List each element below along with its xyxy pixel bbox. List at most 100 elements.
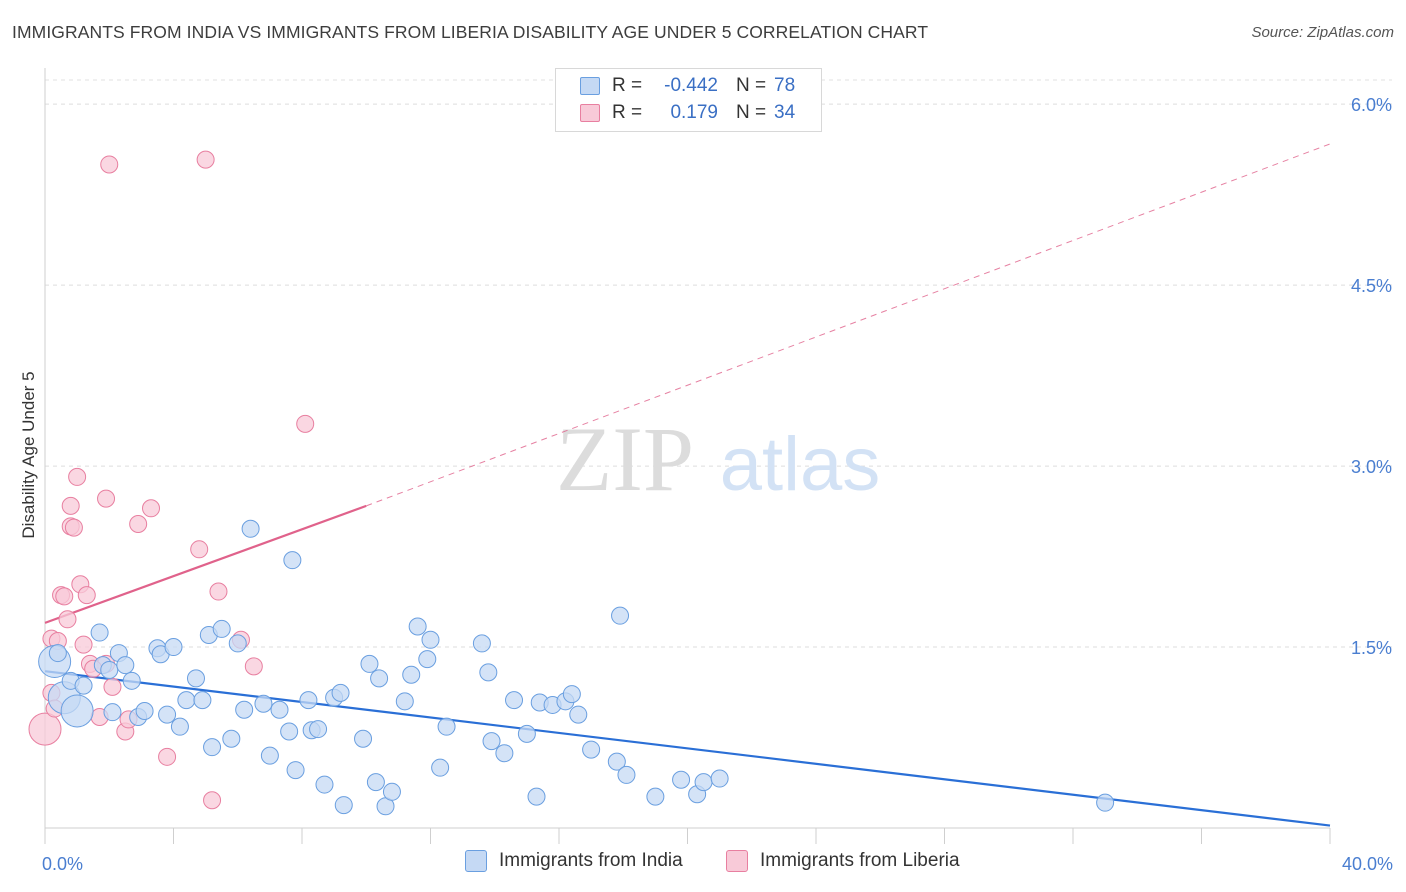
liberia-point [103,677,122,696]
india-point [421,630,440,649]
india-point [241,519,260,538]
india-point [260,746,279,765]
liberia-point [244,657,263,676]
liberia-point [77,586,96,605]
liberia-point [61,496,80,515]
liberia-point [203,791,222,810]
india-point [611,606,630,625]
india-point [135,701,154,720]
liberia-point [196,150,215,169]
liberia-point [55,587,74,606]
india-point [482,732,501,751]
india-point [90,623,109,642]
legend-liberia-n-label: N = [736,102,767,123]
india-point [100,660,119,679]
india-point [370,669,389,688]
india-point [235,700,254,719]
india-point [672,770,691,789]
india-point [366,773,385,792]
india-point [607,752,626,771]
liberia-point [64,518,83,537]
india-point [103,703,122,722]
x-tick-label: 0.0% [42,854,83,874]
india-point [60,694,94,728]
india-point [334,796,353,815]
x-tick-label: 40.0% [1342,854,1393,874]
y-axis-label: Disability Age Under 5 [19,371,38,538]
gridlines [45,79,1392,648]
india-point [408,617,427,636]
india-point [617,765,636,784]
india-point [562,685,581,704]
legend-row-india: R = -0.442 N = 78 [580,74,795,98]
india-point [569,705,588,724]
india-point [495,744,514,763]
liberia-point [158,747,177,766]
india-point [437,717,456,736]
india-point [309,720,328,739]
source-label: Source: ZipAtlas.com [1251,24,1394,41]
india-point [710,769,729,788]
india-point [315,775,334,794]
liberia-point [74,635,93,654]
india-point [222,729,241,748]
liberia-point [296,414,315,433]
india-point [646,787,665,806]
india-point [122,671,141,690]
liberia-point [129,514,148,533]
legend-liberia-r-value: 0.179 [670,102,718,123]
liberia-point [68,467,87,486]
bottom-legend-india[interactable]: Immigrants from India [465,850,683,872]
axes [44,68,1331,844]
india-point [395,692,414,711]
india-trendline [44,670,1331,827]
legend-india-r-value: -0.442 [664,75,718,96]
india-point [212,619,231,638]
liberia-point [209,582,228,601]
india-point [228,634,247,653]
india-point [382,782,401,801]
india-point [331,683,350,702]
india-point [74,676,93,695]
india-point [164,638,183,657]
liberia-point [28,712,62,746]
liberia-trendline [44,504,367,624]
liberia-point [58,610,77,629]
india-point [283,551,302,570]
india-point [158,705,177,724]
liberia-point [142,499,161,518]
india-point [431,758,450,777]
india-point [116,656,135,675]
india-point [254,694,273,713]
india-point [472,634,491,653]
india-point [505,691,524,710]
india-point [270,700,289,719]
india-point [582,740,601,759]
india-point [186,669,205,688]
correlation-legend: R = -0.442 N = 78 R = 0.179 N = 34 [555,68,822,132]
india-points [38,519,1115,816]
liberia-point [190,540,209,559]
bottom-legend-india-swatch [465,850,487,872]
legend-liberia-n-value: 34 [774,102,796,123]
india-point [402,665,421,684]
legend-row-liberia: R = 0.179 N = 34 [580,101,795,125]
liberia-point [100,155,119,174]
liberia-point [97,489,116,508]
legend-india-n-label: N = [736,75,767,96]
tick-labels: 1.5% 3.0% 4.5% 6.0% 0.0% 40.0% [42,95,1393,874]
legend-india-n-value: 78 [774,75,796,96]
y-tick-label: 3.0% [1351,457,1392,477]
india-point [527,787,546,806]
bottom-legend-liberia-label: Immigrants from Liberia [760,850,960,871]
legend-india-swatch [580,77,600,95]
india-point [177,691,196,710]
india-point [286,761,305,780]
india-point [418,650,437,669]
bottom-legend-liberia[interactable]: Immigrants from Liberia [726,850,960,872]
india-point [203,738,222,757]
india-point [299,691,318,710]
legend-india-r-label: R = [612,75,643,96]
chart-title: IMMIGRANTS FROM INDIA VS IMMIGRANTS FROM… [12,22,929,42]
